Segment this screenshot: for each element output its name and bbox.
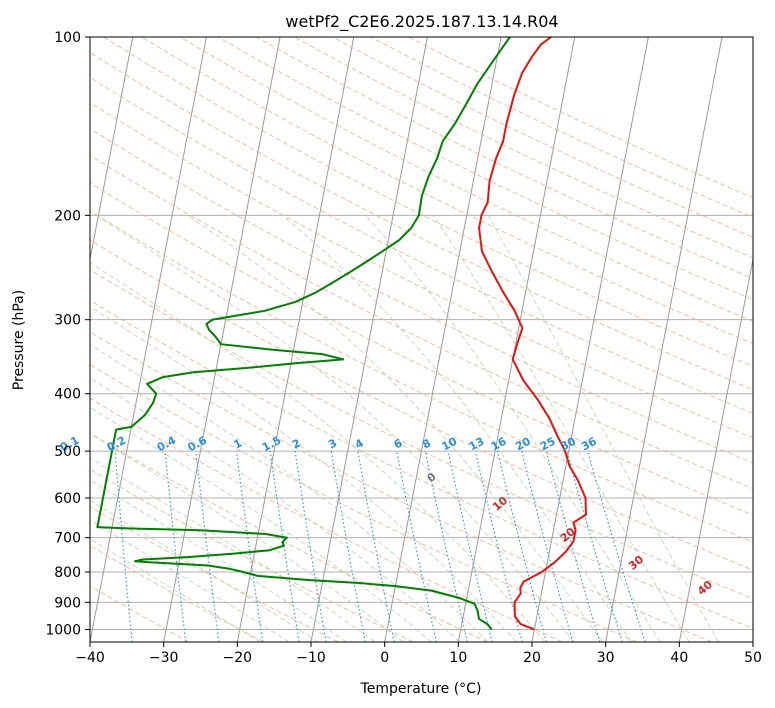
mixing-ratio-label: 10	[440, 435, 460, 454]
mixing-ratio-label: 16	[489, 435, 509, 454]
isotherm-10	[457, 37, 576, 642]
x-tick-label: 20	[523, 650, 541, 666]
x-tick-label: −10	[296, 650, 326, 666]
mixing-ratio-label: 25	[538, 435, 558, 454]
moist-adiabat	[90, 457, 376, 642]
moist-adiabat	[90, 406, 432, 642]
x-tick-label: −20	[223, 650, 253, 666]
x-axis-ticks: −40 −30 −20 −10 0 10 20 30 40 50	[75, 642, 762, 666]
isotherm--40	[90, 37, 207, 642]
plot-frame	[89, 36, 754, 643]
moist-adiabat	[90, 344, 489, 642]
dry-adiabat	[90, 468, 414, 642]
mixing-ratio-label: 13	[467, 435, 487, 454]
dry-adiabat	[90, 210, 753, 543]
temperature-profile	[478, 37, 587, 631]
dry-adiabat	[90, 299, 753, 630]
isotherm-0	[384, 37, 502, 642]
dry-adiabat	[90, 397, 563, 642]
mixing-ratio-line	[235, 451, 264, 642]
moist-adiabat	[90, 262, 546, 642]
moist-adiabat	[90, 377, 461, 642]
dry-adiabat	[90, 544, 264, 642]
dry-adiabat	[90, 432, 488, 642]
y-tick-label: 700	[54, 531, 81, 547]
mixing-ratio-line	[114, 451, 133, 642]
dry-adiabat	[90, 76, 753, 414]
x-tick-label: 40	[670, 650, 688, 666]
dry-adiabat	[90, 331, 712, 642]
isotherm-30	[605, 37, 723, 642]
mixing-ratio-label: 30	[558, 435, 578, 454]
y-tick-label: 500	[54, 444, 81, 460]
dry-adiabat	[90, 506, 339, 642]
x-tick-label: −30	[149, 650, 179, 666]
x-tick-label: 10	[449, 650, 467, 666]
moist-adiabat	[187, 214, 603, 642]
mixing-ratio-line	[424, 450, 469, 642]
isotherm--60	[0, 37, 59, 642]
isotherm--20	[236, 37, 355, 642]
mixing-ratio-label: 36	[579, 435, 599, 454]
dry-adiabat	[90, 102, 753, 439]
moist-adiabat	[90, 519, 290, 642]
mixing-ratio-line	[545, 450, 601, 642]
dry-adiabat	[90, 128, 753, 464]
dry-adiabat	[90, 182, 753, 516]
x-axis-label: Temperature (°C)	[360, 681, 482, 697]
moist-adiabat	[90, 538, 261, 642]
isotherm--50	[90, 37, 134, 262]
y-tick-label: 600	[54, 491, 81, 507]
y-axis-label: Pressure (hPa)	[11, 290, 27, 390]
x-tick-label: 0	[380, 650, 389, 666]
y-tick-label: 100	[54, 30, 81, 46]
mixing-ratio-line	[587, 450, 646, 642]
isotherm-50	[752, 639, 753, 642]
x-tick-label: −40	[75, 650, 105, 666]
y-tick-label: 200	[54, 208, 81, 224]
x-tick-label: 50	[744, 650, 762, 666]
mixing-ratio-line	[164, 451, 187, 642]
dry-adiabat	[90, 363, 638, 642]
chart-title: wetPf2_C2E6.2025.187.13.14.R04	[285, 12, 558, 32]
moist-adiabat	[96, 214, 574, 642]
plot-area	[90, 37, 753, 642]
y-tick-label: 300	[54, 313, 81, 329]
x-tick-label: 30	[597, 650, 615, 666]
moist-adiabat	[432, 215, 690, 642]
dewpoint-profile	[96, 37, 511, 631]
mixing-ratio-line	[447, 450, 493, 642]
mixing-ratio-label: 20	[513, 435, 533, 454]
isotherm--30	[163, 37, 281, 642]
sounding-profiles	[96, 37, 587, 631]
y-tick-label: 1000	[45, 622, 81, 638]
dry-adiabat	[90, 239, 753, 571]
y-tick-label: 900	[54, 595, 81, 611]
mixing-ratio-line	[566, 450, 623, 642]
moist-adiabat	[487, 215, 719, 642]
y-tick-label: 800	[54, 565, 81, 581]
mixing-ratio-line	[396, 450, 437, 642]
isotherm-40	[678, 256, 753, 642]
mixing-ratio-line	[195, 451, 220, 642]
mixing-ratio-line	[496, 450, 547, 642]
moist-adiabat	[90, 433, 404, 642]
moist-adiabat	[281, 214, 632, 642]
y-axis-ticks: 1000 900 800 700 600 500 400 300 200 100	[45, 30, 90, 638]
dry-adiabat	[90, 269, 753, 600]
y-tick-label: 400	[54, 387, 81, 403]
moist-adiabat	[90, 306, 517, 642]
dry-adiabat	[90, 52, 753, 391]
mixing-ratio-line	[269, 451, 300, 642]
moist-adiabat	[90, 479, 347, 642]
isotherm-20	[531, 37, 649, 642]
